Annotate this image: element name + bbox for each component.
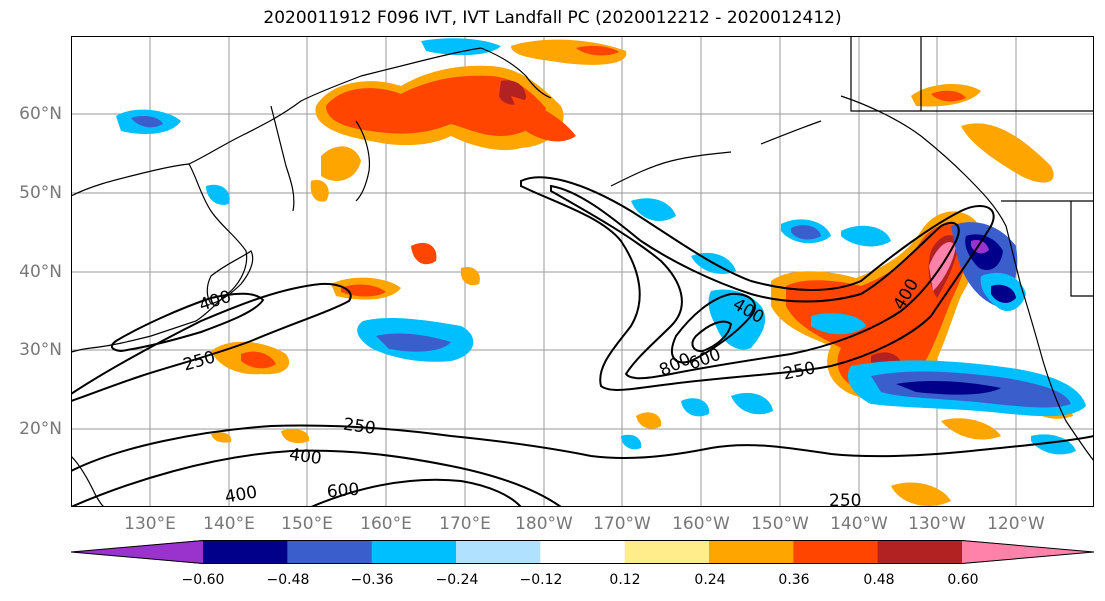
contour-label: 400 bbox=[288, 445, 323, 469]
map-panel: 400 250 400 800 600 250 400 250 400 400 … bbox=[71, 36, 1094, 507]
contour-label: 400 bbox=[197, 287, 234, 316]
ivt-pc-shading bbox=[116, 38, 1086, 506]
colorbar-tick-label: −0.12 bbox=[519, 572, 563, 588]
map-frame bbox=[71, 36, 1094, 507]
lon-label: 140°E bbox=[203, 514, 255, 534]
lon-label: 130°E bbox=[124, 514, 176, 534]
lon-label: 120°W bbox=[987, 514, 1045, 534]
lat-label: 50°N bbox=[19, 183, 62, 203]
contour-label: 250 bbox=[829, 491, 861, 507]
lon-label: 170°W bbox=[593, 514, 651, 534]
colorbar-tick-label: 0.60 bbox=[947, 572, 979, 588]
contour-label: 400 bbox=[223, 482, 258, 507]
colorbar-tick-label: −0.48 bbox=[266, 572, 310, 588]
lon-label: 150°W bbox=[751, 514, 809, 534]
contour-label: 600 bbox=[326, 480, 360, 503]
lon-label: 130°W bbox=[908, 514, 966, 534]
lat-label: 40°N bbox=[19, 262, 62, 282]
lon-label: 140°W bbox=[830, 514, 888, 534]
colorbar-cell bbox=[624, 540, 710, 564]
lon-label: 160°W bbox=[672, 514, 730, 534]
colorbar-cell bbox=[71, 540, 203, 564]
colorbar-cell bbox=[709, 540, 794, 564]
map-title: 2020011912 F096 IVT, IVT Landfall PC (20… bbox=[263, 8, 842, 28]
colorbar-outline bbox=[71, 540, 1094, 564]
lon-label: 180°W bbox=[515, 514, 573, 534]
contour-label: 600 bbox=[686, 345, 723, 375]
colorbar-tick-label: −0.60 bbox=[181, 572, 225, 588]
colorbar-cell bbox=[793, 540, 879, 564]
colorbar-tick-label: 0.12 bbox=[609, 572, 641, 588]
contour-label: 250 bbox=[342, 415, 377, 439]
colorbar-cell bbox=[456, 540, 541, 564]
colorbar-cell bbox=[371, 540, 457, 564]
coastlines bbox=[71, 36, 1094, 507]
lon-label: 150°E bbox=[281, 514, 333, 534]
colorbar bbox=[71, 540, 1094, 564]
contour-label: 250 bbox=[181, 347, 218, 375]
contour-label: 250 bbox=[781, 358, 817, 384]
colorbar-cell bbox=[540, 540, 626, 564]
colorbar-cell bbox=[287, 540, 373, 564]
colorbar-cell bbox=[203, 540, 288, 564]
colorbar-tick-label: 0.48 bbox=[863, 572, 895, 588]
lat-label: 30°N bbox=[19, 340, 62, 360]
colorbar-tick-label: −0.24 bbox=[435, 572, 479, 588]
colorbar-cell bbox=[962, 540, 1094, 564]
lon-label: 160°E bbox=[360, 514, 412, 534]
colorbar-tick-label: −0.36 bbox=[350, 572, 394, 588]
lon-label: 170°E bbox=[439, 514, 491, 534]
colorbar-tick-label: 0.24 bbox=[694, 572, 726, 588]
lat-label: 20°N bbox=[19, 419, 62, 439]
colorbar-cell bbox=[877, 540, 963, 564]
ivt-contours bbox=[71, 176, 1094, 507]
lat-label: 60°N bbox=[19, 104, 62, 124]
colorbar-tick-label: 0.36 bbox=[778, 572, 810, 588]
